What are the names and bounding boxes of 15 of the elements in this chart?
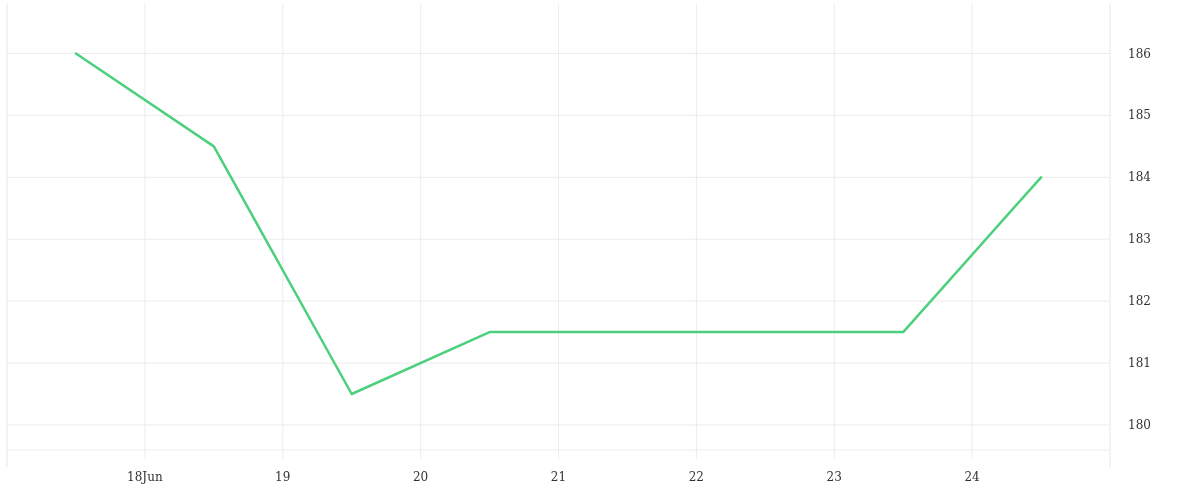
x-tick-label: 23 [826,470,842,484]
y-tick-label: 186 [1128,46,1151,61]
x-tick-label: 24 [964,470,981,484]
y-tick-label: 181 [1128,356,1151,371]
line-series [74,52,1043,396]
x-tick-label: 20 [412,470,429,484]
x-tick-label: 18Jun [127,470,163,484]
y-tick-label: 182 [1128,294,1151,309]
y-tick-label: 180 [1128,417,1151,432]
y-tick-label: 184 [1128,170,1152,185]
x-tick-label: 22 [688,470,705,484]
y-tick-label: 185 [1128,108,1151,123]
x-tick-label: 21 [550,470,567,484]
x-tick-label: 19 [275,470,291,484]
y-tick-label: 183 [1128,232,1151,247]
